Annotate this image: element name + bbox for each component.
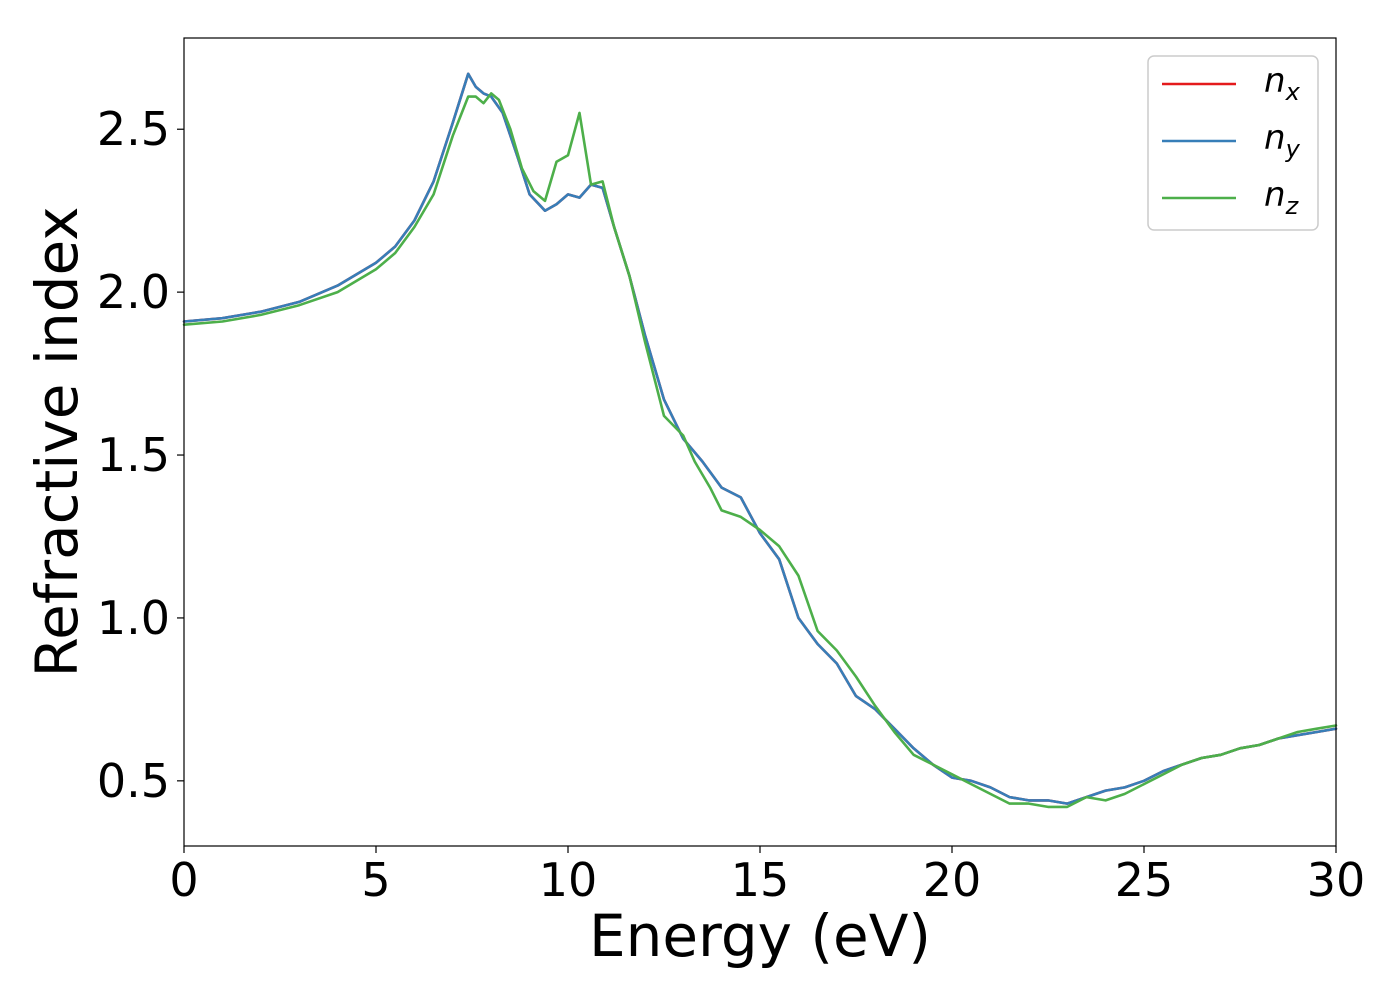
x-tick-label: 25 <box>1115 853 1174 907</box>
x-tick-label: 5 <box>361 853 390 907</box>
series-line-ny <box>182 72 1338 805</box>
legend-label-ny: ny <box>1264 118 1301 163</box>
y-tick-label: 2.0 <box>97 265 170 319</box>
y-tick-label: 1.5 <box>97 428 170 482</box>
legend-label-nx: nx <box>1264 61 1301 106</box>
legend-box <box>1147 55 1319 231</box>
x-axis-ticks: 0 5 10 15 20 25 30 <box>169 846 1365 907</box>
x-tick-label: 15 <box>731 853 790 907</box>
y-tick-label: 1.0 <box>97 591 170 645</box>
y-tick-label: 0.5 <box>97 754 170 808</box>
x-axis-label: Energy (eV) <box>589 902 931 970</box>
x-tick-label: 30 <box>1307 853 1366 907</box>
x-tick-label: 20 <box>923 853 982 907</box>
y-tick-label: 2.5 <box>97 102 170 156</box>
y-axis-label: Refractive index <box>23 206 91 677</box>
x-tick-label: 0 <box>169 853 198 907</box>
series-layer <box>182 72 1338 809</box>
series-line-nz <box>182 92 1338 809</box>
legend: nx ny nz <box>1147 55 1319 231</box>
y-axis-ticks: 0.5 1.0 1.5 2.0 2.5 <box>97 102 184 808</box>
legend-label-nz: nz <box>1264 175 1300 220</box>
x-tick-label: 10 <box>539 853 598 907</box>
